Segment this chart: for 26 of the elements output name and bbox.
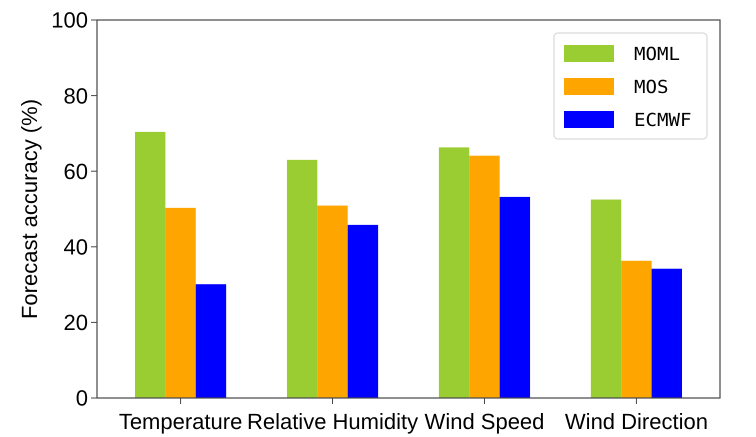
bar [652,268,682,398]
bar [286,160,318,398]
x-tick-label: Temperature [118,409,242,434]
bar [590,200,622,398]
y-tick-label: 0 [76,386,88,411]
bar [165,208,196,398]
bar [134,132,166,398]
bar [469,156,500,398]
bar [438,147,470,398]
y-tick-label: 60 [64,158,88,184]
y-axis-title: Forecast accuracy (%) [17,98,42,320]
x-tick-label: Wind Direction [564,409,708,434]
bar [196,284,226,398]
x-tick-label: Relative Humidity [246,409,418,434]
legend-label: MOS [634,77,668,98]
y-tick-label: 20 [64,310,88,336]
legend-label: ECMWF [634,110,692,131]
legend-label: MOML [634,44,680,65]
y-tick-label: 40 [64,234,88,260]
bar [500,196,530,398]
y-tick-label: 100 [51,8,88,33]
y-tick-label: 80 [64,83,88,108]
bar [317,206,348,398]
bar [348,224,378,398]
bar [621,260,652,398]
x-tick-label: Wind Speed [424,409,544,434]
